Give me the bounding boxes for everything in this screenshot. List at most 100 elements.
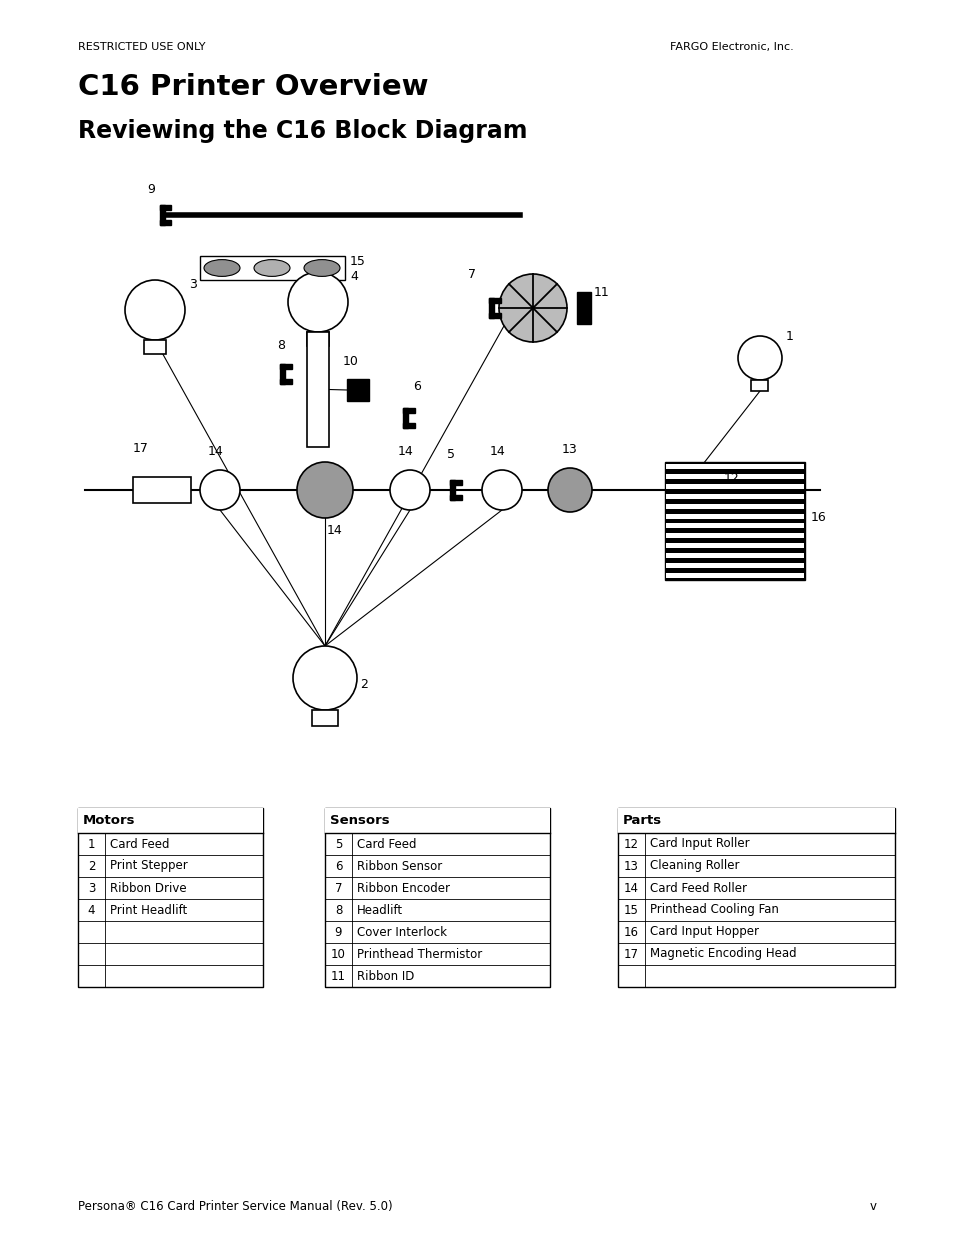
Text: Card Input Roller: Card Input Roller bbox=[649, 837, 749, 851]
Text: Ribbon Sensor: Ribbon Sensor bbox=[356, 860, 442, 872]
Text: FARGO Electronic, Inc.: FARGO Electronic, Inc. bbox=[669, 42, 793, 52]
Circle shape bbox=[481, 471, 521, 510]
Text: v: v bbox=[869, 1200, 876, 1213]
Text: 7: 7 bbox=[468, 268, 476, 282]
Text: Card Feed: Card Feed bbox=[356, 837, 416, 851]
Bar bbox=[325, 808, 550, 832]
Text: Printhead Cooling Fan: Printhead Cooling Fan bbox=[649, 904, 778, 916]
Text: 9: 9 bbox=[335, 925, 342, 939]
Text: 14: 14 bbox=[327, 524, 342, 537]
Bar bbox=[160, 205, 171, 210]
Bar bbox=[280, 363, 285, 384]
Circle shape bbox=[293, 646, 356, 710]
Bar bbox=[347, 379, 369, 401]
Bar bbox=[280, 363, 292, 368]
Text: 1: 1 bbox=[88, 837, 95, 851]
Text: Magnetic Encoding Head: Magnetic Encoding Head bbox=[649, 947, 796, 961]
Bar bbox=[665, 464, 803, 469]
Text: 14: 14 bbox=[623, 882, 639, 894]
Bar bbox=[132, 477, 191, 503]
Bar bbox=[577, 291, 590, 324]
Circle shape bbox=[125, 280, 185, 340]
Text: 17: 17 bbox=[623, 947, 639, 961]
Text: Headlift: Headlift bbox=[356, 904, 403, 916]
Text: Parts: Parts bbox=[622, 814, 661, 827]
Circle shape bbox=[296, 462, 353, 517]
Text: 11: 11 bbox=[594, 287, 609, 299]
Text: Cleaning Roller: Cleaning Roller bbox=[649, 860, 739, 872]
Text: Ribbon Encoder: Ribbon Encoder bbox=[356, 882, 450, 894]
Text: 1: 1 bbox=[785, 330, 793, 343]
Bar bbox=[78, 808, 263, 832]
Text: Print Headlift: Print Headlift bbox=[110, 904, 187, 916]
Bar bbox=[751, 380, 768, 391]
Bar bbox=[312, 710, 337, 726]
Text: Ribbon ID: Ribbon ID bbox=[356, 969, 414, 983]
Text: 9: 9 bbox=[147, 183, 154, 196]
Text: Print Stepper: Print Stepper bbox=[110, 860, 188, 872]
Bar bbox=[325, 808, 550, 987]
Bar bbox=[665, 543, 803, 548]
Ellipse shape bbox=[204, 259, 240, 277]
Ellipse shape bbox=[304, 259, 339, 277]
Text: 15: 15 bbox=[623, 904, 639, 916]
Text: 16: 16 bbox=[810, 511, 826, 524]
Bar bbox=[402, 408, 415, 412]
Text: Card Feed: Card Feed bbox=[110, 837, 170, 851]
Text: 14: 14 bbox=[397, 445, 414, 458]
Circle shape bbox=[738, 336, 781, 380]
Text: 12: 12 bbox=[723, 472, 739, 485]
Text: 14: 14 bbox=[208, 445, 224, 458]
Text: 2: 2 bbox=[359, 678, 368, 692]
Text: 3: 3 bbox=[189, 278, 196, 291]
Text: 10: 10 bbox=[331, 947, 346, 961]
Text: Reviewing the C16 Block Diagram: Reviewing the C16 Block Diagram bbox=[78, 119, 527, 143]
Text: 10: 10 bbox=[343, 354, 358, 368]
Bar bbox=[280, 379, 292, 384]
Text: Sensors: Sensors bbox=[330, 814, 389, 827]
Circle shape bbox=[390, 471, 430, 510]
Text: 17: 17 bbox=[132, 442, 149, 454]
Text: 4: 4 bbox=[88, 904, 95, 916]
Bar bbox=[450, 479, 461, 484]
Circle shape bbox=[678, 468, 721, 513]
Text: 13: 13 bbox=[561, 443, 578, 456]
Text: C16 Printer Overview: C16 Printer Overview bbox=[78, 73, 428, 101]
Bar bbox=[665, 534, 803, 538]
Text: 15: 15 bbox=[350, 254, 366, 268]
Text: 3: 3 bbox=[88, 882, 95, 894]
Bar bbox=[200, 256, 345, 280]
Bar bbox=[665, 553, 803, 558]
Circle shape bbox=[200, 471, 240, 510]
Text: 14: 14 bbox=[490, 445, 505, 458]
Bar bbox=[618, 808, 894, 832]
Text: Cover Interlock: Cover Interlock bbox=[356, 925, 447, 939]
Circle shape bbox=[498, 274, 566, 342]
Bar bbox=[160, 205, 165, 225]
Bar bbox=[618, 808, 894, 987]
Text: Printhead Thermistor: Printhead Thermistor bbox=[356, 947, 482, 961]
Bar bbox=[665, 573, 803, 578]
Text: 2: 2 bbox=[88, 860, 95, 872]
Bar bbox=[489, 298, 494, 319]
Circle shape bbox=[288, 272, 348, 332]
Bar bbox=[665, 494, 803, 499]
Text: Card Feed Roller: Card Feed Roller bbox=[649, 882, 746, 894]
Bar bbox=[450, 495, 461, 500]
Bar bbox=[307, 332, 329, 447]
Ellipse shape bbox=[253, 259, 290, 277]
Text: 7: 7 bbox=[335, 882, 342, 894]
Bar bbox=[160, 220, 171, 225]
Bar bbox=[402, 424, 415, 429]
Bar bbox=[489, 298, 500, 303]
Circle shape bbox=[547, 468, 592, 513]
Bar bbox=[307, 332, 329, 346]
Text: Card Input Hopper: Card Input Hopper bbox=[649, 925, 759, 939]
Bar bbox=[664, 462, 804, 580]
Bar bbox=[665, 504, 803, 509]
Text: 11: 11 bbox=[331, 969, 346, 983]
Text: 4: 4 bbox=[350, 270, 357, 283]
Text: 8: 8 bbox=[276, 338, 285, 352]
Text: Ribbon Drive: Ribbon Drive bbox=[110, 882, 187, 894]
Text: 6: 6 bbox=[413, 380, 420, 393]
